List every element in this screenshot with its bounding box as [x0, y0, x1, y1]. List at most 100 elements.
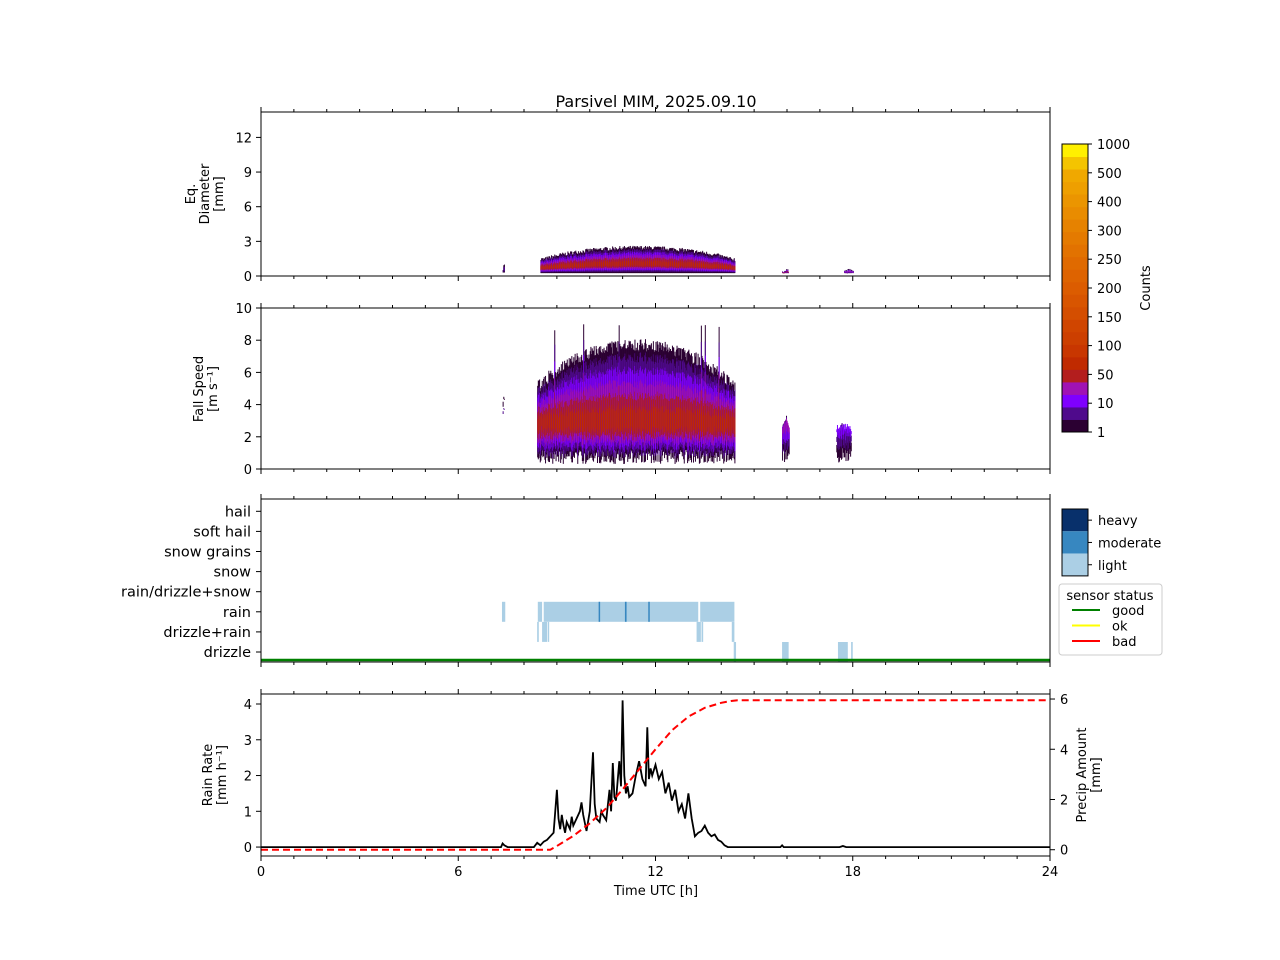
precip-type-block-rain: [624, 601, 627, 622]
heatmap-cell: [578, 408, 580, 427]
heatmap-cell: [607, 262, 609, 267]
heatmap-cell: [836, 429, 838, 433]
heatmap-cell: [849, 426, 851, 433]
heatmap-cell: [569, 264, 571, 268]
heatmap-cell: [839, 432, 841, 447]
precip-type-block-drizzle-rain: [547, 621, 550, 642]
colorbar-tick-label: 200: [1097, 282, 1122, 297]
heatmap-cell: [651, 413, 653, 434]
heatmap-cell: [706, 412, 708, 432]
heatmap-cell: [605, 260, 607, 266]
precip-type-block-rain: [537, 601, 543, 622]
heatmap-cell: [550, 412, 552, 429]
heatmap-cell: [679, 261, 681, 267]
heatmap-cell: [572, 264, 574, 268]
heatmap-cell: [617, 261, 619, 267]
heatmap-cell: [654, 260, 656, 266]
heatmap-cell: [642, 406, 644, 428]
heatmap-cell: [668, 409, 670, 431]
heatmap-cell: [646, 260, 648, 266]
heatmap-cell: [657, 260, 659, 266]
heatmap-cell: [551, 415, 553, 431]
heatmap-cell: [725, 265, 727, 269]
intensity-label-moderate: moderate: [1098, 536, 1161, 551]
heatmap-cell: [604, 407, 606, 428]
heatmap-cell: [574, 262, 576, 268]
heatmap-cell: [656, 408, 658, 428]
heatmap-cell: [592, 262, 594, 267]
x-axis-label: Time UTC [h]: [613, 884, 698, 899]
heatmap-cell: [701, 263, 703, 268]
precip-type-block-drizzle-rain: [731, 621, 735, 642]
heatmap-cell: [846, 424, 848, 434]
heatmap-cell: [635, 260, 637, 266]
heatmap-cell: [699, 263, 701, 268]
heatmap-cell: [558, 264, 560, 269]
heatmap-cell: [707, 410, 709, 428]
heatmap-cell: [632, 260, 634, 266]
heatmap-cell: [613, 261, 615, 267]
heatmap-cell: [696, 408, 698, 427]
heatmap-cell: [619, 409, 621, 432]
heatmap-cell: [675, 262, 677, 267]
y-axis-label: Fall Speed[m s⁻¹]: [192, 356, 221, 422]
heatmap-cell: [564, 408, 566, 428]
x-tick-label: 6: [454, 865, 462, 880]
heatmap-cell: [607, 411, 609, 432]
heatmap-cell: [616, 408, 618, 430]
heatmap-cell: [602, 261, 604, 267]
heatmap-cell: [648, 261, 650, 267]
precip-amount-line: [261, 699, 1050, 851]
heatmap-cell: [729, 265, 731, 269]
heatmap-cell: [624, 260, 626, 266]
heatmap-cell: [658, 408, 660, 428]
heatmap-cell: [541, 412, 543, 427]
heatmap-cell: [642, 261, 644, 267]
heatmap-cell: [579, 414, 581, 433]
heatmap-cell: [651, 262, 653, 267]
heatmap-cell: [673, 410, 675, 432]
heatmap-cell: [566, 409, 568, 428]
y-axis-label-line: Diameter: [198, 163, 213, 224]
heatmap-cell: [598, 261, 600, 267]
category-label: rain: [223, 605, 251, 621]
heatmap-cell: [683, 406, 685, 428]
heatmap-cell: [662, 262, 664, 267]
heatmap-cell: [586, 261, 588, 267]
colorbar-segment: [1062, 394, 1088, 408]
heatmap-cell: [731, 416, 733, 432]
heatmap-cell: [692, 262, 694, 267]
heatmap-cell: [731, 416, 733, 431]
heatmap-cell: [584, 263, 586, 268]
heatmap-cell: [690, 262, 692, 267]
heatmap-cell: [602, 262, 604, 267]
intensity-swatch-heavy: [1062, 509, 1088, 532]
heatmap-cell: [681, 261, 683, 267]
heatmap-cell: [700, 263, 702, 268]
heatmap-cell: [660, 260, 662, 266]
heatmap-cell: [609, 405, 611, 429]
heatmap-cell: [711, 264, 713, 269]
heatmap-cell: [783, 425, 785, 434]
heatmap-cell: [649, 260, 651, 266]
heatmap-cell: [647, 413, 649, 434]
heatmap-cell: [639, 407, 641, 430]
heatmap-cell: [664, 262, 666, 267]
heatmap-cell: [704, 415, 706, 435]
plot-frame: [260, 693, 1051, 857]
y-tick-label: 3: [244, 734, 252, 749]
heatmap-cell: [628, 260, 630, 266]
heatmap-cell: [661, 262, 663, 267]
heatmap-cell: [554, 414, 556, 431]
heatmap-cell: [571, 408, 573, 429]
heatmap-cell: [595, 261, 597, 267]
colorbar-segment: [1062, 194, 1088, 208]
heatmap-cell: [673, 412, 675, 432]
heatmap-cell: [545, 418, 547, 436]
heatmap-cell: [688, 261, 690, 267]
heatmap-cell: [672, 261, 674, 266]
heatmap-cell: [702, 415, 704, 434]
heatmap-cell: [838, 429, 840, 450]
y-axis-label: Rain Rate[mm h⁻¹]: [201, 744, 230, 807]
